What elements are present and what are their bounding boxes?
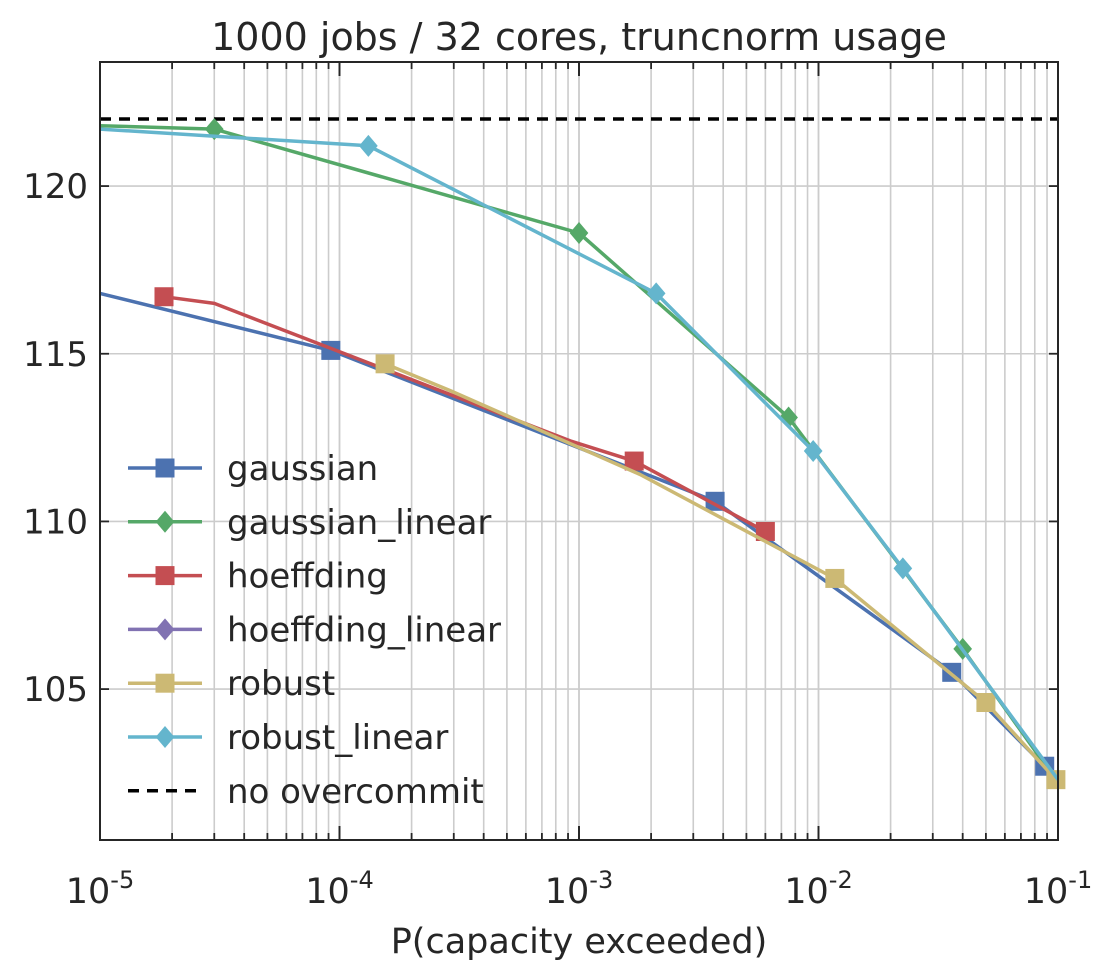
legend-item-robust-linear: robust_linear bbox=[128, 718, 448, 758]
series-layer bbox=[99, 118, 1066, 790]
chart-title: 1000 jobs / 32 cores, truncnorm usage bbox=[211, 15, 947, 59]
legend-marker bbox=[155, 566, 175, 586]
legend-item-no-overcommit: no overcommit bbox=[128, 772, 484, 812]
x-axis-label: P(capacity exceeded) bbox=[391, 922, 768, 962]
legend-label: hoeffding bbox=[227, 557, 388, 597]
grid bbox=[99, 62, 1059, 840]
y-tick-label: 110 bbox=[23, 502, 88, 542]
data-point bbox=[976, 693, 996, 713]
legend-label: no overcommit bbox=[227, 772, 484, 812]
legend-label: gaussian bbox=[227, 449, 378, 489]
legend-marker bbox=[155, 458, 175, 478]
legend-item-gaussian-linear: gaussian_linear bbox=[128, 503, 491, 543]
legend: gaussian gaussian_linear hoeffding hoeffdin… bbox=[128, 449, 501, 812]
data-point bbox=[624, 451, 644, 471]
legend-marker bbox=[155, 618, 175, 641]
legend-item-robust: robust bbox=[128, 664, 335, 704]
x-tick-label: 10-5 bbox=[66, 866, 134, 912]
series-line bbox=[163, 294, 767, 534]
legend-label: robust bbox=[227, 664, 335, 704]
legend-marker bbox=[155, 510, 175, 533]
legend-label: robust_linear bbox=[227, 718, 448, 758]
data-point bbox=[803, 440, 823, 462]
legend-item-hoeffding: hoeffding bbox=[128, 557, 388, 597]
data-point bbox=[825, 568, 845, 588]
series-hoeffding bbox=[154, 287, 775, 541]
data-point bbox=[359, 134, 378, 157]
data-point bbox=[646, 282, 666, 305]
series-robust-linear bbox=[99, 127, 1060, 781]
data-point bbox=[893, 557, 913, 580]
series-line bbox=[99, 127, 1060, 781]
legend-label: hoeffding_linear bbox=[227, 610, 501, 650]
series-robust bbox=[375, 354, 1066, 790]
y-tick-label: 105 bbox=[23, 670, 88, 710]
x-tick-label: 10-4 bbox=[305, 866, 373, 912]
data-point bbox=[569, 222, 589, 245]
x-tick-label: 10-1 bbox=[1024, 866, 1092, 912]
y-tick-label: 120 bbox=[23, 167, 88, 207]
data-point bbox=[755, 521, 775, 541]
x-tick-label: 10-3 bbox=[545, 866, 613, 912]
data-point bbox=[154, 287, 174, 307]
series-line bbox=[384, 362, 1058, 781]
legend-marker bbox=[155, 673, 175, 693]
legend-item-hoeffding-linear: hoeffding_linear bbox=[128, 610, 501, 650]
x-tick-label: 10-2 bbox=[784, 866, 852, 912]
legend-label: gaussian_linear bbox=[227, 503, 491, 543]
data-point bbox=[375, 354, 395, 374]
axis-ticks: 10-5 10-4 10-3 10-2 10-1 105 110 115 120 bbox=[23, 62, 1092, 912]
y-tick-label: 115 bbox=[23, 335, 88, 375]
legend-item-gaussian: gaussian bbox=[128, 449, 378, 489]
legend-marker bbox=[155, 726, 175, 748]
